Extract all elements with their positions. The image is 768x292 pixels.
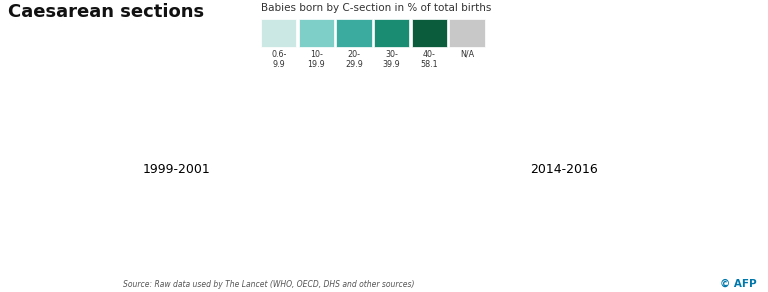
Text: 0.6-
9.9: 0.6- 9.9 <box>271 50 286 69</box>
Text: 2014-2016: 2014-2016 <box>531 163 598 176</box>
Text: 40-
58.1: 40- 58.1 <box>421 50 438 69</box>
Text: Source: Raw data used by The Lancet (WHO, OECD, DHS and other sources): Source: Raw data used by The Lancet (WHO… <box>123 280 415 289</box>
Text: © AFP: © AFP <box>720 279 756 289</box>
Text: 1999-2001: 1999-2001 <box>143 163 210 176</box>
Text: 10-
19.9: 10- 19.9 <box>307 50 326 69</box>
Text: N/A: N/A <box>460 50 474 59</box>
Text: 30-
39.9: 30- 39.9 <box>382 50 401 69</box>
Text: Caesarean sections: Caesarean sections <box>8 3 204 21</box>
Text: 20-
29.9: 20- 29.9 <box>345 50 363 69</box>
Text: Babies born by C-section in % of total births: Babies born by C-section in % of total b… <box>261 3 492 13</box>
